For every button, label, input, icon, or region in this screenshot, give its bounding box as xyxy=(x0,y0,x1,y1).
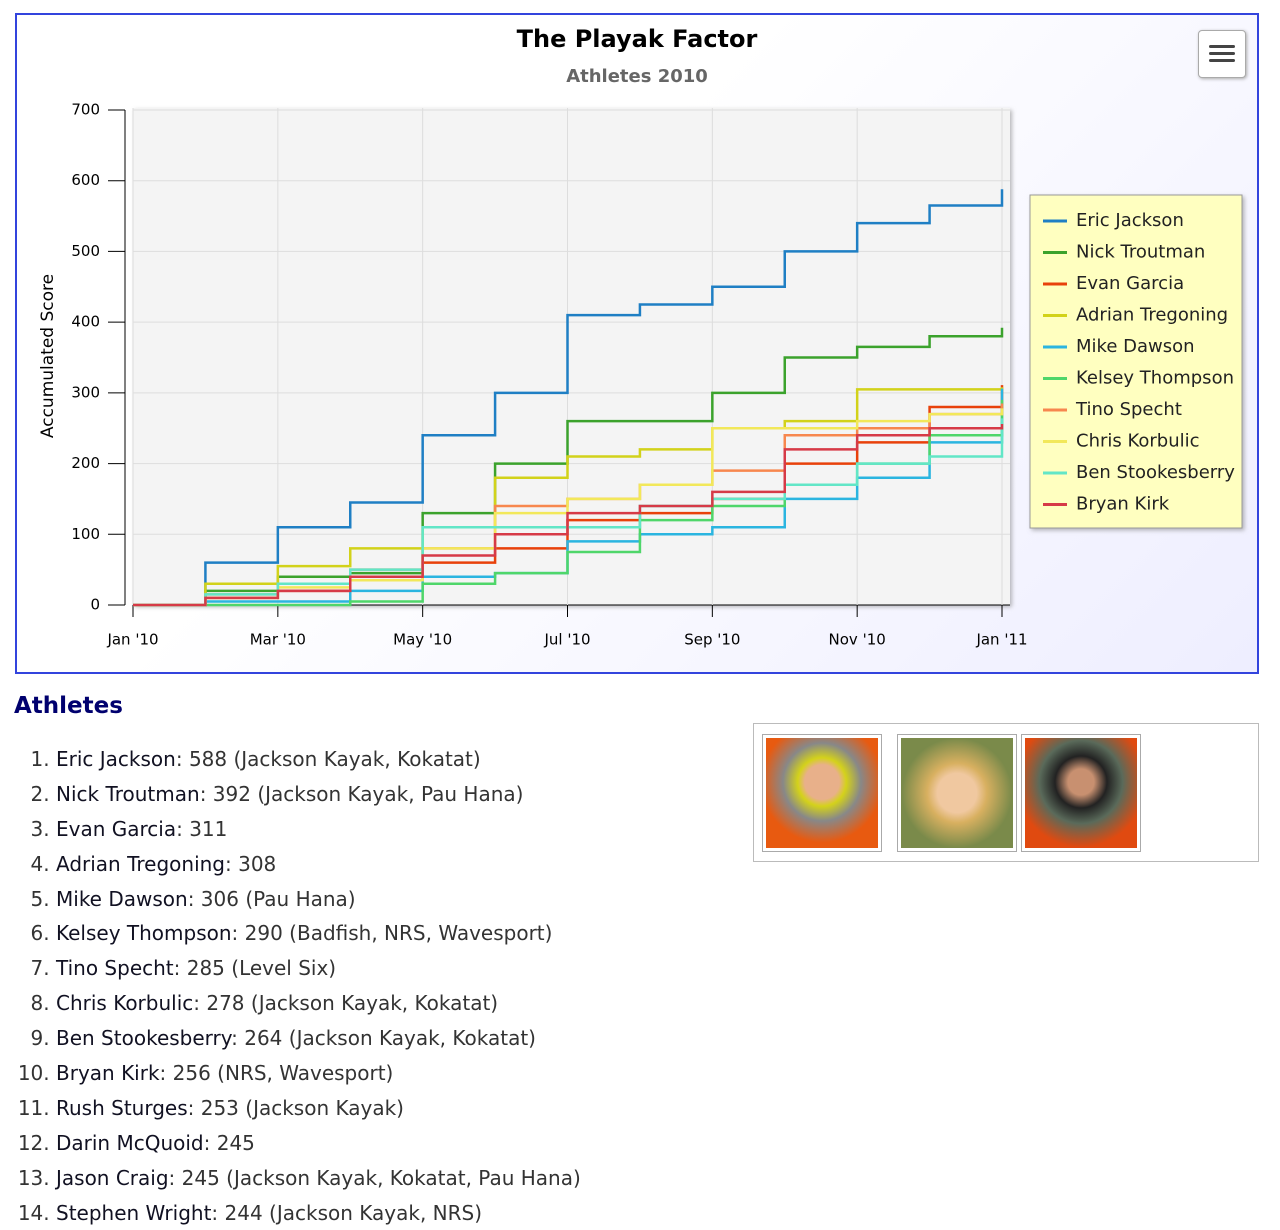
legend-label: Chris Korbulic xyxy=(1076,431,1200,452)
athlete-item: Tino Specht: 285 (Level Six) xyxy=(56,951,581,986)
athlete-detail: : 306 (Pau Hana) xyxy=(187,886,356,911)
athlete-item: Rush Sturges: 253 (Jackson Kayak) xyxy=(56,1091,581,1126)
legend-label: Eric Jackson xyxy=(1076,210,1184,231)
athlete-link[interactable]: Evan Garcia xyxy=(56,816,177,841)
y-tick-label: 100 xyxy=(71,525,100,543)
athlete-detail: : 245 (Jackson Kayak, Kokatat, Pau Hana) xyxy=(168,1165,581,1190)
series-line xyxy=(133,388,1004,607)
y-tick-label: 0 xyxy=(90,596,100,614)
athlete-detail: : 245 xyxy=(203,1130,255,1155)
athlete-item: Chris Korbulic: 278 (Jackson Kayak, Koka… xyxy=(56,986,581,1021)
athlete-detail: : 244 (Jackson Kayak, NRS) xyxy=(211,1200,483,1225)
athlete-detail: : 290 (Badfish, NRS, Wavesport) xyxy=(231,921,553,946)
athlete-detail: : 264 (Jackson Kayak, Kokatat) xyxy=(231,1026,536,1051)
series-line xyxy=(133,189,1004,607)
series-line xyxy=(133,387,1004,607)
y-axis-title: Accumulated Score xyxy=(38,274,58,438)
athlete-detail: : 278 (Jackson Kayak, Kokatat) xyxy=(193,991,499,1016)
legend-label: Nick Troutman xyxy=(1076,242,1205,263)
athlete-detail: : 253 (Jackson Kayak) xyxy=(187,1095,404,1120)
legend-label: Evan Garcia xyxy=(1076,273,1184,294)
menu-button[interactable] xyxy=(1198,30,1246,78)
athlete-item: Kelsey Thompson: 290 (Badfish, NRS, Wave… xyxy=(56,916,581,951)
photo-gallery xyxy=(753,723,1259,862)
athlete-link[interactable]: Bryan Kirk xyxy=(56,1061,160,1086)
athlete-link[interactable]: Chris Korbulic xyxy=(56,991,194,1016)
athlete-link[interactable]: Stephen Wright xyxy=(56,1200,212,1225)
x-tick-label: May '10 xyxy=(393,631,452,649)
athlete-item: Nick Troutman: 392 (Jackson Kayak, Pau H… xyxy=(56,777,581,812)
athlete-item: Jason Craig: 245 (Jackson Kayak, Kokatat… xyxy=(56,1161,581,1196)
athlete-link[interactable]: Adrian Tregoning xyxy=(56,851,225,876)
x-tick-label: Mar '10 xyxy=(250,631,306,649)
chart-title: The Playak Factor xyxy=(517,25,758,53)
x-tick-label: Jul '10 xyxy=(543,631,590,649)
legend: Eric Jackson Nick Troutman Evan Garcia Adri… xyxy=(1029,194,1243,529)
legend-label: Kelsey Thompson xyxy=(1076,368,1234,389)
athlete-link[interactable]: Mike Dawson xyxy=(56,886,188,911)
athlete-detail: : 392 (Jackson Kayak, Pau Hana) xyxy=(199,781,524,806)
y-tick-label: 200 xyxy=(71,454,100,472)
athlete-item: Ben Stookesberry: 264 (Jackson Kayak, Ko… xyxy=(56,1021,581,1056)
legend-label: Adrian Tregoning xyxy=(1076,305,1228,326)
athlete-item: Adrian Tregoning: 308 xyxy=(56,847,581,882)
legend-label: Ben Stookesberry xyxy=(1076,462,1235,483)
athlete-link[interactable]: Eric Jackson xyxy=(56,747,176,771)
athlete-item: Eric Jackson: 588 (Jackson Kayak, Kokata… xyxy=(56,742,581,777)
photo[interactable] xyxy=(762,734,882,852)
y-tick-label: 400 xyxy=(71,313,100,331)
athlete-detail: : 285 (Level Six) xyxy=(173,956,337,981)
x-tick-label: Jan '11 xyxy=(975,631,1027,649)
legend-label: Tino Specht xyxy=(1075,399,1182,420)
athlete-link[interactable]: Rush Sturges xyxy=(56,1095,188,1120)
x-tick-label: Nov '10 xyxy=(829,631,886,649)
chart-subtitle: Athletes 2010 xyxy=(566,66,708,87)
athlete-link[interactable]: Ben Stookesberry xyxy=(56,1026,232,1051)
athlete-item: Stephen Wright: 244 (Jackson Kayak, NRS) xyxy=(56,1196,581,1230)
chart: The Playak Factor Athletes 2010 Accumula… xyxy=(38,25,1243,649)
athlete-detail: : 311 xyxy=(176,816,228,841)
legend-label: Mike Dawson xyxy=(1076,336,1195,357)
series-line xyxy=(133,423,1004,607)
athlete-detail: : 588 (Jackson Kayak, Kokatat) xyxy=(175,747,481,771)
athlete-item: Evan Garcia: 311 xyxy=(56,812,581,847)
athlete-link[interactable]: Darin McQuoid xyxy=(56,1130,204,1155)
athlete-item: Bryan Kirk: 256 (NRS, Wavesport) xyxy=(56,1056,581,1091)
y-tick-label: 600 xyxy=(71,171,100,189)
photo[interactable] xyxy=(897,734,1017,852)
plot-area xyxy=(133,108,1010,605)
series-line xyxy=(133,418,1004,607)
athlete-item: Mike Dawson: 306 (Pau Hana) xyxy=(56,882,581,917)
photo[interactable] xyxy=(1021,734,1141,852)
athlete-link[interactable]: Jason Craig xyxy=(56,1165,169,1190)
y-tick-label: 700 xyxy=(71,101,100,119)
section-heading: Athletes xyxy=(14,693,123,719)
athlete-list: Eric Jackson: 588 (Jackson Kayak, Kokata… xyxy=(0,742,581,1230)
x-tick-label: Jan '10 xyxy=(106,631,158,649)
athlete-link[interactable]: Nick Troutman xyxy=(56,781,200,806)
athlete-detail: : 308 xyxy=(225,851,277,876)
athlete-detail: : 256 (NRS, Wavesport) xyxy=(159,1061,394,1086)
athlete-link[interactable]: Tino Specht xyxy=(56,956,174,981)
y-tick-label: 500 xyxy=(71,242,100,260)
y-tick-label: 300 xyxy=(71,383,100,401)
athlete-item: Darin McQuoid: 245 xyxy=(56,1126,581,1161)
athlete-link[interactable]: Kelsey Thompson xyxy=(56,921,232,946)
x-tick-label: Sep '10 xyxy=(684,631,740,649)
legend-label: Bryan Kirk xyxy=(1076,494,1170,515)
